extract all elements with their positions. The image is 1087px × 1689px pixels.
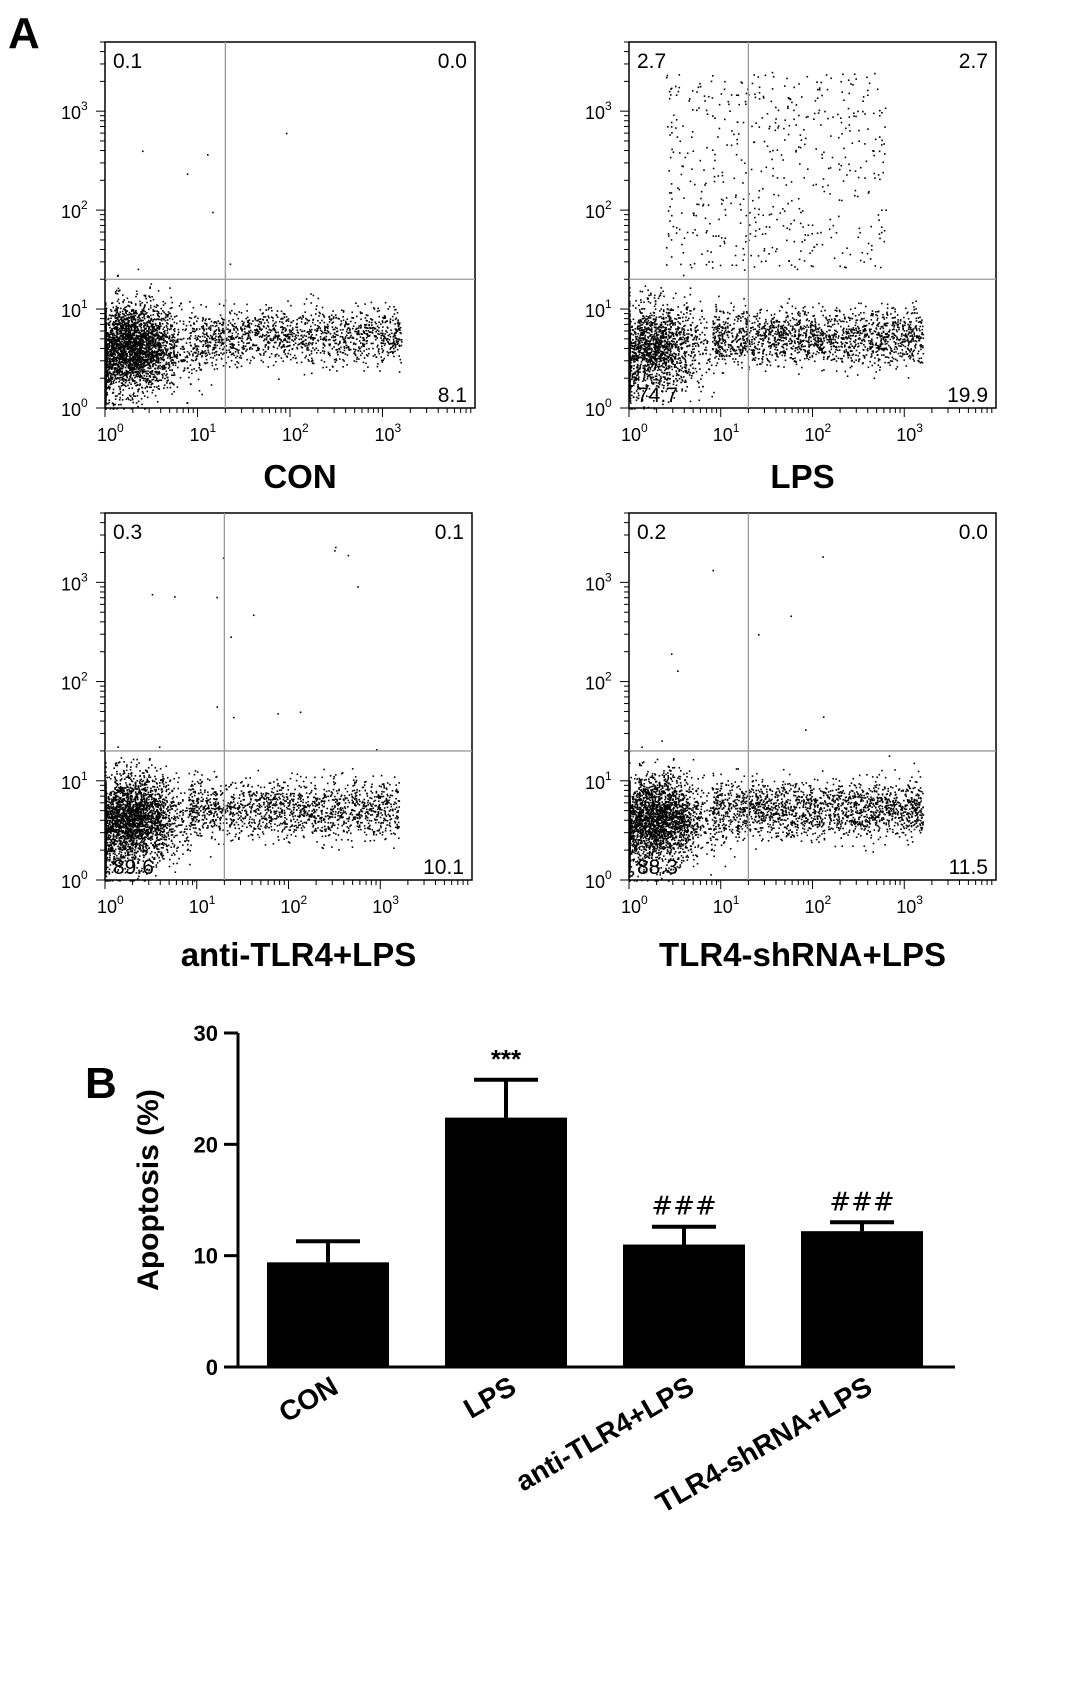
y-tick-label-4-2: 102 [585, 670, 612, 694]
x-tick-label-2-2: 102 [805, 421, 832, 445]
significance-marker-4: ### [829, 1187, 894, 1217]
y-tick-label-2-2: 102 [585, 198, 612, 222]
x-tick-label-3-1: 101 [189, 893, 216, 917]
plot-title-3: anti-TLR4+LPS [181, 936, 417, 973]
bar-3 [623, 1244, 745, 1367]
plot-title-1: CON [263, 458, 336, 495]
y-tick-label-3-2: 102 [61, 670, 88, 694]
x-tick-label-2-3: 103 [896, 421, 923, 445]
quadrant-upper-right: 0.0 [959, 521, 988, 544]
bar-y-tick-label-0: 0 [206, 1355, 218, 1380]
y-tick-label-2-3: 103 [585, 99, 612, 123]
quadrant-upper-right: 0.1 [435, 521, 464, 544]
bar-category-label-1: CON [274, 1370, 343, 1428]
y-tick-label-2-1: 101 [585, 297, 612, 321]
quadrant-lower-right: 19.9 [947, 384, 988, 407]
y-tick-label-3-0: 100 [61, 868, 88, 892]
quadrant-upper-right: 0.0 [438, 50, 467, 73]
y-tick-label-4-1: 101 [585, 769, 612, 793]
x-tick-label-1-2: 102 [282, 421, 309, 445]
flow-plot-3: 100 101 102 103 100 101 102 103 0.3 0.1 89.6 10.1 an… [61, 512, 473, 973]
quadrant-lower-left: 89.6 [113, 856, 154, 879]
quadrant-upper-left: 0.3 [113, 521, 142, 544]
quadrant-lower-right: 11.5 [949, 856, 988, 879]
quadrant-upper-left: 0.1 [113, 50, 142, 73]
flow-plot-4: 100 101 102 103 100 101 102 103 0.2 0.0 88.3 11.5 TL… [585, 512, 997, 973]
y-tick-label-3-1: 101 [61, 769, 88, 793]
panel-letter-b: B [85, 1059, 117, 1108]
significance-marker-2: *** [491, 1044, 522, 1074]
y-tick-label-1-0: 100 [61, 396, 88, 420]
y-tick-label-4-3: 103 [585, 570, 612, 594]
bar-1 [267, 1262, 389, 1367]
flow-dots-3 [105, 546, 401, 882]
quadrant-lower-right: 8.1 [438, 384, 467, 407]
bar-y-tick-label-1: 10 [194, 1244, 218, 1269]
flow-dots-1 [105, 132, 403, 410]
quadrant-lower-left: 74.7 [637, 384, 678, 407]
bar-4 [801, 1231, 923, 1367]
quadrant-lower-left: 88.3 [637, 856, 678, 879]
y-tick-label-1-2: 102 [61, 198, 88, 222]
x-tick-label-2-1: 101 [713, 421, 740, 445]
x-tick-label-3-3: 103 [372, 893, 399, 917]
y-tick-label-1-3: 103 [61, 99, 88, 123]
bar-2 [445, 1117, 567, 1367]
y-tick-label-2-0: 100 [585, 396, 612, 420]
x-tick-label-4-3: 103 [896, 893, 923, 917]
flow-dots-4 [629, 556, 925, 882]
plot-title-4: TLR4-shRNA+LPS [659, 936, 946, 973]
x-tick-label-1-0: 100 [97, 421, 124, 445]
y-tick-label-3-3: 103 [61, 570, 88, 594]
x-tick-label-1-3: 103 [375, 421, 402, 445]
x-tick-label-3-0: 100 [97, 893, 124, 917]
x-tick-label-1-1: 101 [190, 421, 217, 445]
bar-category-label-3: anti-TLR4+LPS [510, 1370, 699, 1497]
y-tick-label-1-1: 101 [61, 297, 88, 321]
bar-y-tick-label-2: 20 [194, 1132, 218, 1157]
bar-y-tick-label-3: 30 [194, 1021, 218, 1046]
flow-plot-2: 100 101 102 103 100 101 102 103 2.7 2.7 74.7 19.9 LP… [585, 41, 997, 495]
bar-category-label-2: LPS [458, 1370, 521, 1424]
x-tick-label-2-0: 100 [621, 421, 648, 445]
flow-dots-2 [629, 71, 925, 410]
quadrant-lower-right: 10.1 [423, 856, 464, 879]
x-tick-label-4-1: 101 [713, 893, 740, 917]
quadrant-upper-right: 2.7 [959, 50, 988, 73]
flow-plot-1: 100 101 102 103 100 101 102 103 0.1 0.0 8.1 CON [61, 41, 476, 495]
y-tick-label-4-0: 100 [585, 868, 612, 892]
apoptosis-bar-chart: 0 10 20 30 Apoptosis (%) CON *** LPS ### anti-TLR… [132, 1021, 955, 1519]
panel-letter-a: A [8, 9, 40, 58]
x-tick-label-3-2: 102 [281, 893, 308, 917]
quadrant-upper-left: 2.7 [637, 50, 666, 73]
significance-marker-3: ### [651, 1192, 716, 1222]
plot-title-2: LPS [770, 458, 834, 495]
x-tick-label-4-2: 102 [805, 893, 832, 917]
x-tick-label-4-0: 100 [621, 893, 648, 917]
quadrant-upper-left: 0.2 [637, 521, 666, 544]
bar-y-axis-label: Apoptosis (%) [132, 1089, 165, 1291]
